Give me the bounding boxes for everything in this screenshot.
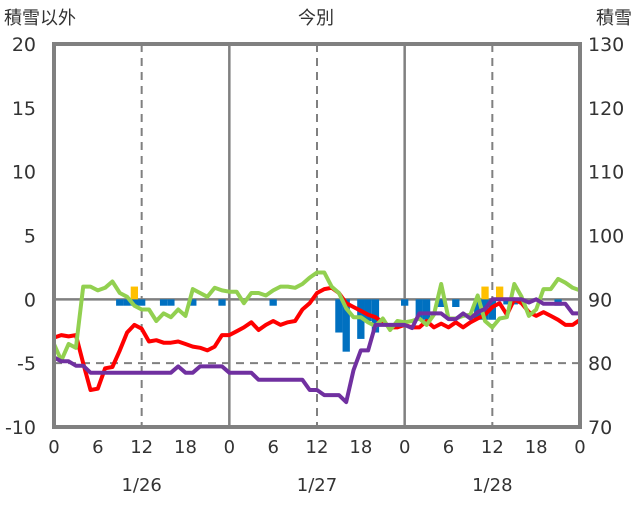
- x-tick-label: 6: [443, 437, 454, 458]
- bar-positive: [481, 286, 489, 300]
- right-axis-title: 積雪: [596, 8, 632, 29]
- x-tick-label: 6: [92, 437, 103, 458]
- left-tick-label: 15: [12, 98, 36, 120]
- bar-negative: [401, 299, 409, 306]
- left-tick-label: 5: [24, 226, 36, 248]
- right-tick-label: 70: [588, 417, 612, 439]
- right-tick-label: 120: [588, 98, 624, 120]
- bar-positive: [495, 286, 504, 300]
- x-tick-label: 12: [306, 437, 329, 458]
- bar-positive: [130, 286, 139, 300]
- bar-negative: [452, 299, 460, 307]
- x-tick-label: 0: [48, 437, 59, 458]
- series-purple-line: [53, 297, 580, 405]
- bar-negative: [123, 299, 131, 306]
- series-green-line: [52, 270, 581, 363]
- bar-negative: [474, 299, 482, 320]
- chart-title: 今別: [298, 8, 334, 29]
- bar-negative: [415, 299, 423, 320]
- bar-negative: [269, 299, 277, 306]
- right-tick-label: 90: [588, 289, 612, 311]
- bar-negative: [503, 299, 511, 305]
- bar-negative: [218, 299, 226, 306]
- x-tick-label: 0: [224, 437, 235, 458]
- left-tick-label: 10: [12, 162, 36, 184]
- bar-negative: [138, 299, 146, 306]
- date-label: 1/27: [297, 475, 337, 496]
- date-label: 1/26: [121, 475, 161, 496]
- right-tick-label: 100: [588, 226, 624, 248]
- right-tick-label: 110: [588, 162, 624, 184]
- left-axis-title: 積雪以外: [4, 8, 76, 29]
- plot-frame: [52, 42, 582, 429]
- left-tick-label: -5: [17, 353, 36, 375]
- bar-negative: [437, 299, 445, 307]
- left-tick-label: 0: [24, 289, 36, 311]
- bar-negative: [189, 299, 197, 306]
- right-tick-label: 130: [588, 34, 624, 56]
- right-tick-label: 80: [588, 353, 612, 375]
- x-tick-label: 18: [349, 437, 372, 458]
- x-tick-label: 12: [481, 437, 504, 458]
- bar-negative: [159, 299, 168, 306]
- series-red-line: [53, 285, 582, 392]
- bar-negative: [116, 299, 124, 306]
- date-label: 1/28: [472, 475, 512, 496]
- x-tick-label: 0: [399, 437, 410, 458]
- bar-negative: [342, 299, 350, 352]
- x-tick-label: 0: [574, 437, 585, 458]
- bar-negative: [335, 299, 343, 333]
- bar-negative: [364, 299, 372, 322]
- left-tick-label: 20: [12, 34, 36, 56]
- x-tick-label: 18: [174, 437, 197, 458]
- left-tick-label: -10: [5, 417, 36, 439]
- bar-negative: [167, 299, 175, 306]
- x-tick-label: 6: [267, 437, 278, 458]
- bar-negative: [422, 299, 431, 320]
- x-tick-label: 18: [525, 437, 548, 458]
- x-tick-label: 12: [130, 437, 153, 458]
